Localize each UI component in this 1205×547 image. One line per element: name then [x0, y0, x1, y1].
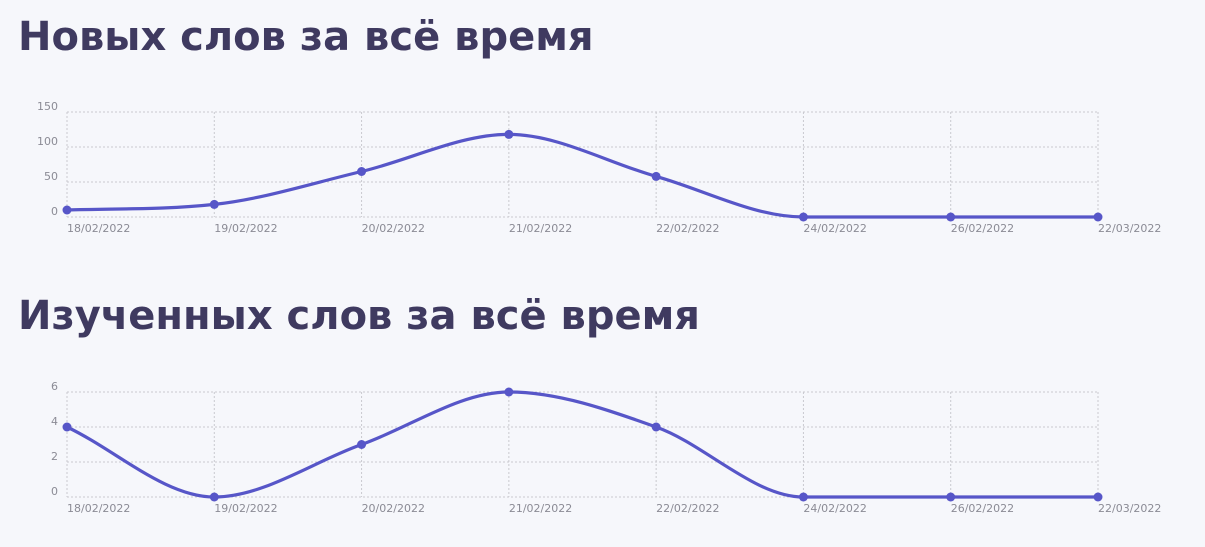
x-tick-label: 20/02/2022	[362, 222, 425, 235]
new-words-chart-title: Новых слов за всё время	[18, 14, 594, 60]
y-tick-label: 100	[37, 135, 58, 148]
x-tick-label: 19/02/2022	[214, 502, 277, 515]
x-tick-label: 22/03/2022	[1098, 502, 1161, 515]
data-point[interactable]	[62, 422, 72, 432]
data-point[interactable]	[651, 171, 661, 181]
learned-words-chart-title: Изученных слов за всё время	[18, 293, 700, 339]
data-point[interactable]	[357, 167, 367, 176]
series-line	[65, 132, 1100, 219]
data-point[interactable]	[62, 205, 72, 215]
x-tick-label: 20/02/2022	[362, 502, 425, 515]
data-point[interactable]	[1093, 492, 1103, 502]
x-tick-label: 18/02/2022	[67, 502, 130, 515]
data-point[interactable]	[357, 440, 367, 449]
y-tick-label: 2	[51, 450, 58, 463]
data-point[interactable]	[504, 129, 514, 139]
x-tick-label: 22/03/2022	[1098, 222, 1161, 235]
y-tick-label: 6	[51, 380, 58, 393]
data-point[interactable]	[798, 492, 808, 502]
x-tick-label: 24/02/2022	[803, 222, 866, 235]
x-tick-label: 19/02/2022	[214, 222, 277, 235]
x-tick-label: 18/02/2022	[67, 222, 130, 235]
y-tick-label: 4	[51, 415, 58, 428]
y-tick-label: 150	[37, 100, 58, 113]
x-tick-label: 26/02/2022	[951, 502, 1014, 515]
y-tick-label: 0	[51, 485, 58, 498]
x-tick-label: 22/02/2022	[656, 222, 719, 235]
y-tick-label: 50	[44, 170, 58, 183]
data-point[interactable]	[504, 387, 514, 397]
y-tick-label: 0	[51, 205, 58, 218]
series-line	[65, 390, 1100, 499]
x-tick-label: 21/02/2022	[509, 502, 572, 515]
learned-words-chart: 0 2 4 6 18/02/2022 19/02/2022 20/02/2022 21/02/…	[51, 380, 1161, 515]
data-point[interactable]	[209, 492, 219, 502]
data-point[interactable]	[651, 422, 661, 432]
data-point[interactable]	[946, 212, 956, 222]
data-point[interactable]	[946, 492, 956, 502]
data-point[interactable]	[209, 199, 219, 209]
x-tick-label: 24/02/2022	[803, 502, 866, 515]
x-tick-label: 22/02/2022	[656, 502, 719, 515]
data-point[interactable]	[1093, 212, 1103, 222]
data-point[interactable]	[798, 212, 808, 222]
new-words-chart: 0 50 100 150 18/02/2022 19/02/2022 20/02/2022 2…	[37, 100, 1161, 235]
x-tick-label: 26/02/2022	[951, 222, 1014, 235]
x-tick-label: 21/02/2022	[509, 222, 572, 235]
